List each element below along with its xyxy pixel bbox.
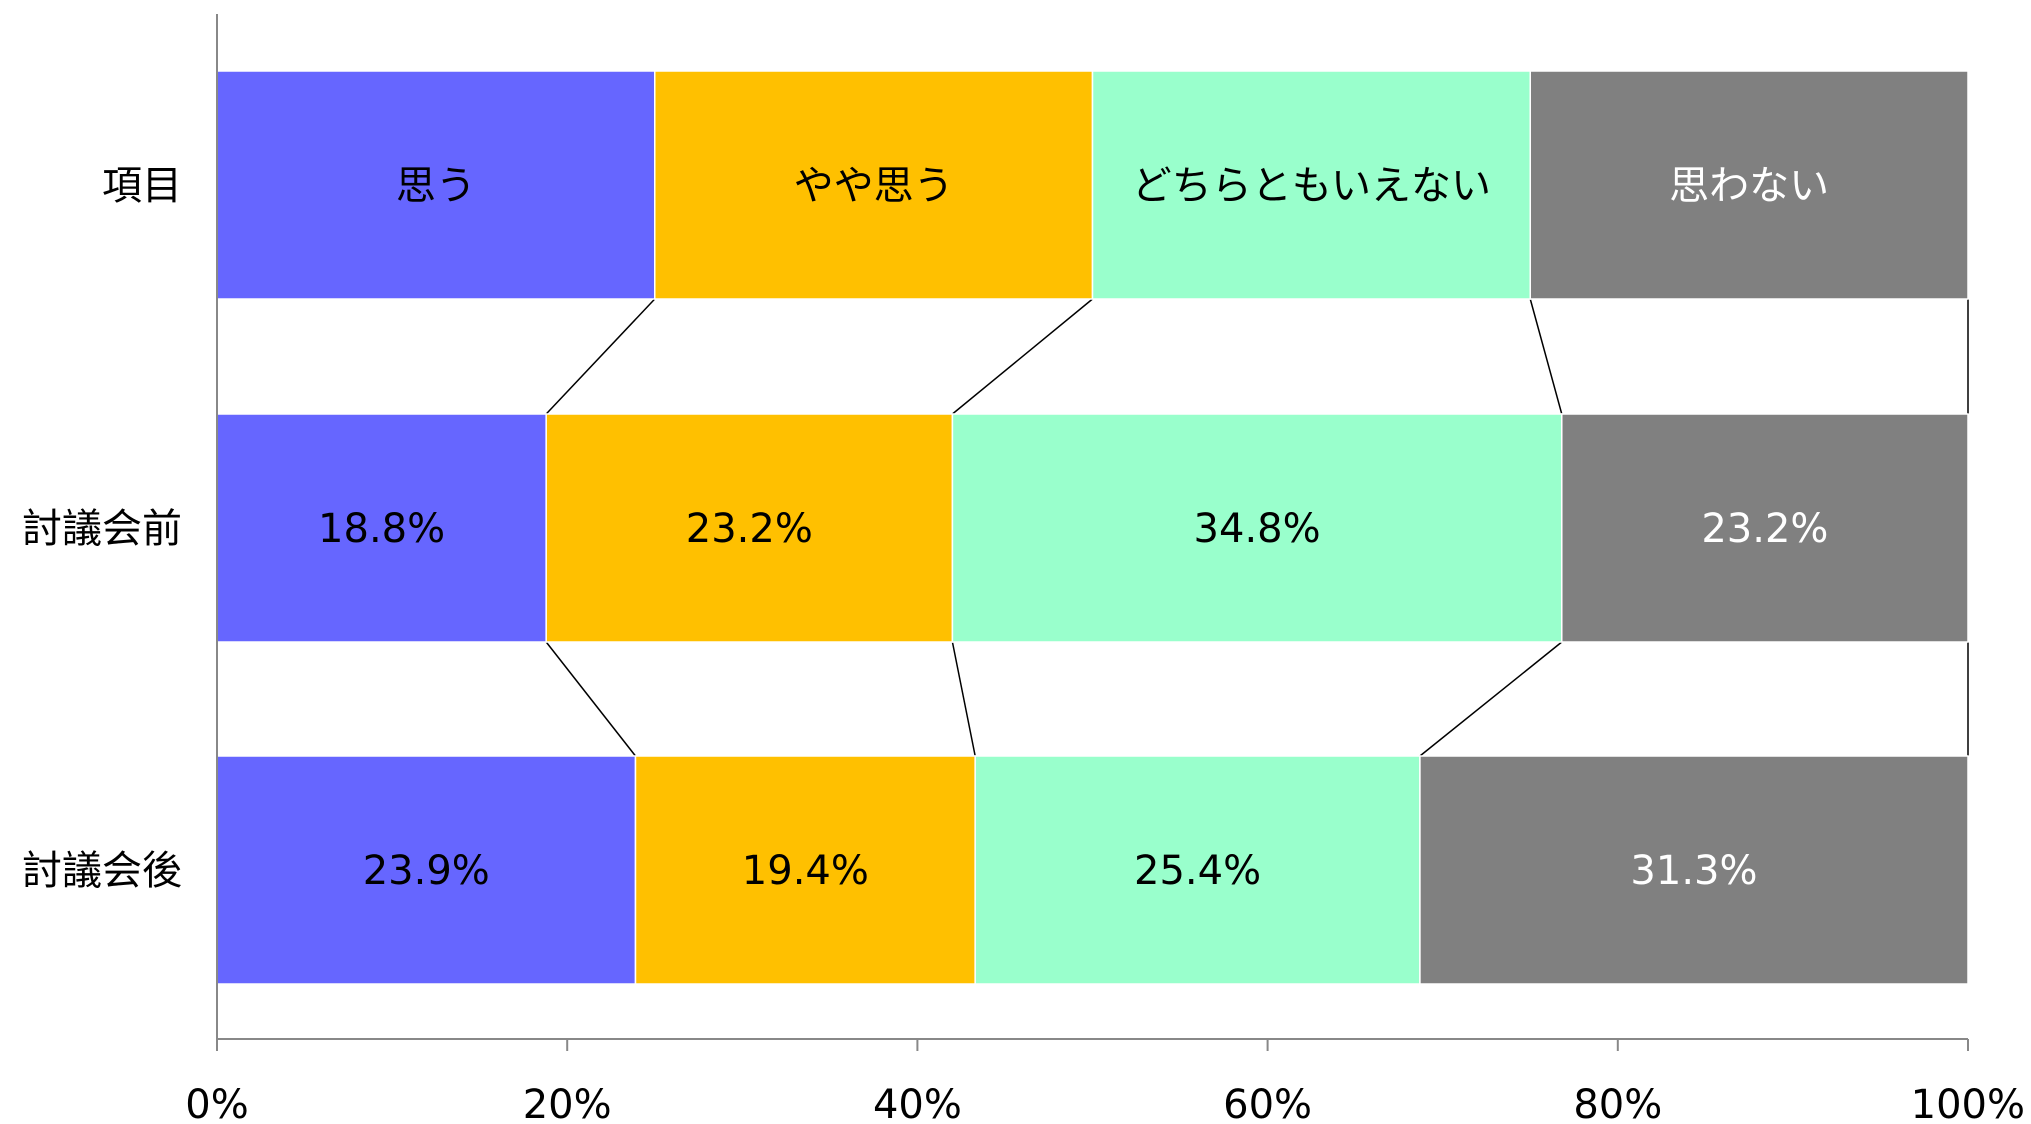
series-line-3-gap-1: [1529, 298, 1563, 415]
bar-segment-4-row-2: [1561, 413, 1969, 643]
chart-axes: 0% 20% 40% 60% 80% 100%: [185, 14, 2025, 1124]
series-line-2-gap-2: [951, 641, 976, 757]
category-label-3: 討議会後: [22, 848, 182, 894]
data-label-4-row-2: 23.2%: [1701, 506, 1828, 552]
bar-segment-3-row-1: [1091, 70, 1531, 300]
category-label-1: 項目: [102, 163, 182, 209]
bar-segments: [216, 70, 1969, 985]
x-tick-label-4: 60%: [1223, 1082, 1312, 1124]
x-tick-label-6: 100%: [1911, 1082, 2025, 1124]
x-tick-label-3: 40%: [873, 1082, 962, 1124]
data-label-1-row-2: 18.8%: [318, 506, 445, 552]
series-line-3-gap-2: [1419, 641, 1563, 757]
data-label-3-row-1: どちらともいえない: [1132, 163, 1491, 209]
data-label-2-row-1: やや思う: [794, 163, 954, 209]
chart-labels: 思う やや思う どちらともいえない 思わない 項目 18.8% 23.2% 34.8% 23.2…: [22, 163, 1829, 894]
x-tick-label-5: 80%: [1573, 1082, 1662, 1124]
series-line-1-gap-2: [545, 641, 637, 757]
bar-segment-2-row-1: [654, 70, 1094, 300]
bar-segment-2-row-2: [545, 413, 954, 643]
bar-segment-3-row-3: [974, 755, 1421, 985]
series-line-1-gap-1: [545, 298, 656, 415]
x-tick-label-2: 20%: [523, 1082, 612, 1124]
series-connector-lines: [545, 298, 1969, 757]
data-label-3-row-2: 34.8%: [1194, 506, 1321, 552]
data-label-3-row-3: 25.4%: [1134, 848, 1261, 894]
bar-segment-1-row-3: [216, 755, 637, 985]
bar-segment-4-row-3: [1419, 755, 1969, 985]
x-tick-label-1: 0%: [185, 1082, 248, 1124]
series-line-2-gap-1: [951, 298, 1093, 415]
data-label-2-row-2: 23.2%: [686, 506, 813, 552]
category-label-2: 討議会前: [22, 506, 182, 552]
data-label-4-row-3: 31.3%: [1630, 848, 1757, 894]
data-label-4-row-1: 思わない: [1669, 163, 1829, 209]
data-label-1-row-1: 思う: [396, 163, 476, 209]
bar-segment-4-row-1: [1529, 70, 1969, 300]
data-label-2-row-3: 19.4%: [742, 848, 869, 894]
data-label-1-row-3: 23.9%: [363, 848, 490, 894]
bar-segment-3-row-2: [951, 413, 1563, 643]
